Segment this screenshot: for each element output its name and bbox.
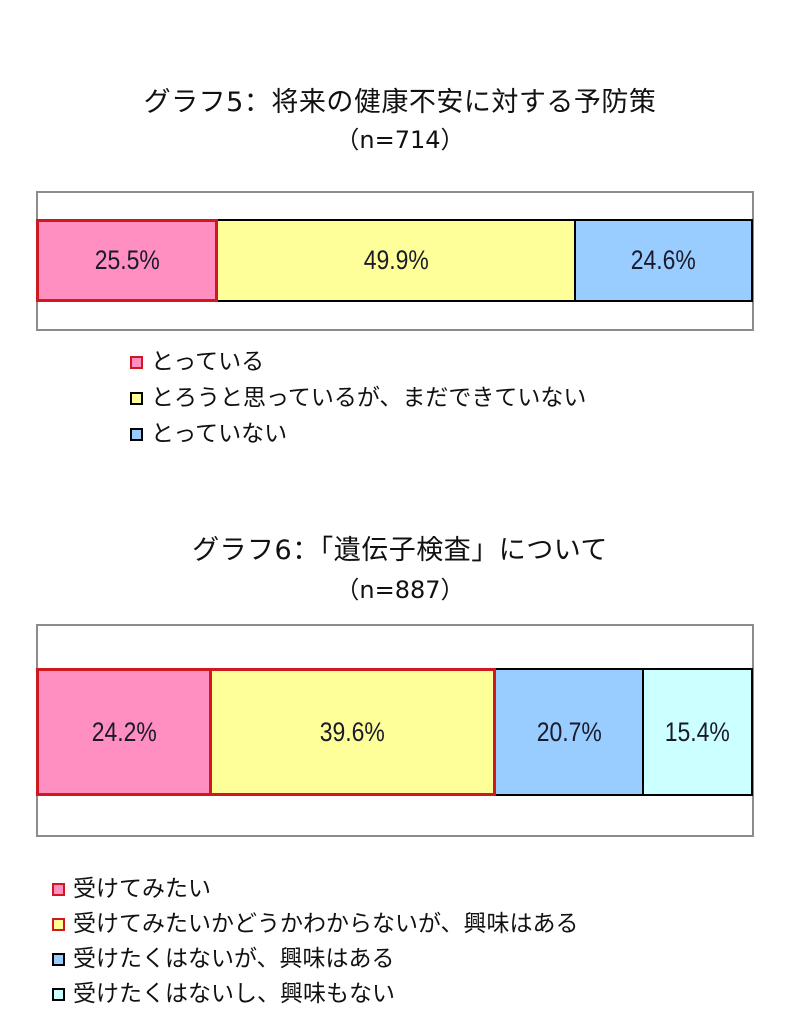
legend-label: とろうと思っているが、まだできていない <box>151 384 587 411</box>
chart5-segment-intend: 49.9% <box>218 219 576 302</box>
chart6-segment-unsure-interested: 39.6% <box>212 668 496 796</box>
chart6-segment-not-interested: 15.4% <box>644 668 753 796</box>
chart5-segment-taking: 25.5% <box>36 219 218 302</box>
legend-item: 受けたくはないが、興味はある <box>52 942 579 977</box>
legend-item: とっていない <box>130 417 586 451</box>
legend-swatch-icon <box>52 883 65 896</box>
legend-label: とっている <box>151 348 265 375</box>
legend-item: とっている <box>130 345 586 379</box>
legend-swatch-icon <box>130 391 143 405</box>
chart6-legend: 受けてみたい 受けてみたいかどうかわからないが、興味はある 受けたくはないが、興… <box>52 872 579 1012</box>
legend-item: 受けてみたいかどうかわからないが、興味はある <box>52 907 579 942</box>
legend-label: 受けたくはないし、興味もない <box>73 981 395 1007</box>
legend-item: 受けたくはないし、興味もない <box>52 977 579 1012</box>
legend-item: 受けてみたい <box>52 872 579 907</box>
chart5-subtitle: （n=714） <box>335 126 465 154</box>
chart6-segment-no-but-interested: 20.7% <box>496 668 644 796</box>
chart6-subtitle: （n=887） <box>335 576 465 604</box>
chart6-stacked-bar: 24.2% 39.6% 20.7% 15.4% <box>36 668 753 796</box>
legend-swatch-icon <box>130 427 143 441</box>
chart5-stacked-bar: 25.5% 49.9% 24.6% <box>36 219 753 302</box>
chart6-title: グラフ6：「遺伝子検査」について <box>192 535 608 566</box>
legend-label: 受けたくはないが、興味はある <box>73 946 395 972</box>
chart5-segment-not-taking: 24.6% <box>576 219 753 302</box>
legend-item: とろうと思っているが、まだできていない <box>130 379 586 417</box>
legend-swatch-icon <box>52 988 65 1001</box>
segment-value-label: 24.2% <box>91 716 157 747</box>
segment-value-label: 39.6% <box>319 716 386 747</box>
legend-swatch-icon <box>52 953 65 966</box>
chart6-segment-want: 24.2% <box>36 668 212 796</box>
segment-value-label: 24.6% <box>630 245 697 275</box>
legend-label: 受けてみたい <box>73 876 211 902</box>
chart5-title: グラフ5：将来の健康不安に対する予防策 <box>143 87 657 118</box>
segment-value-label: 49.9% <box>363 245 429 275</box>
legend-swatch-icon <box>130 355 143 369</box>
segment-value-label: 20.7% <box>536 716 602 747</box>
legend-label: とっていない <box>151 420 288 447</box>
legend-swatch-icon <box>52 918 65 931</box>
segment-value-label: 25.5% <box>94 245 160 275</box>
legend-label: 受けてみたいかどうかわからないが、興味はある <box>73 911 579 937</box>
chart5-legend: とっている とろうと思っているが、まだできていない とっていない <box>130 345 586 451</box>
segment-value-label: 15.4% <box>664 716 731 747</box>
